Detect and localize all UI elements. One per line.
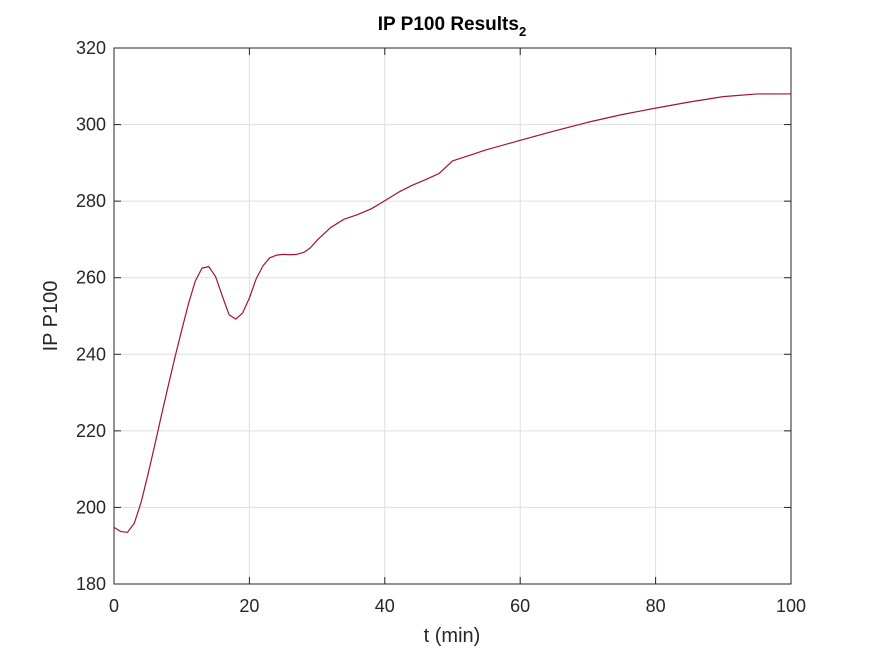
x-tick-label: 0 — [109, 596, 119, 616]
x-tick-label: 80 — [646, 596, 666, 616]
y-tick-label: 300 — [76, 115, 106, 135]
y-tick-label: 240 — [76, 344, 106, 364]
x-tick-label: 40 — [375, 596, 395, 616]
y-tick-label: 220 — [76, 421, 106, 441]
x-tick-labels: 0 20 40 60 80 100 — [109, 596, 806, 616]
x-tick-label: 20 — [239, 596, 259, 616]
series-layer — [113, 93, 791, 533]
y-tick-label: 180 — [76, 574, 106, 594]
x-tick-label: 100 — [776, 596, 806, 616]
y-tick-labels: 180 200 220 240 260 280 300 320 — [76, 38, 106, 594]
grid-lines — [114, 48, 791, 584]
plot-area — [114, 48, 791, 584]
chart-title-subscript: 2 — [519, 24, 526, 39]
tick-marks — [113, 47, 792, 585]
chart-title-main: IP P100 Results — [378, 14, 519, 35]
y-tick-label: 200 — [76, 497, 106, 517]
x-axis-label: t (min) — [424, 625, 481, 647]
y-tick-label: 320 — [76, 38, 106, 58]
x-tick-label: 60 — [510, 596, 530, 616]
axes-box — [113, 47, 792, 585]
chart-title: IP P100 Results2 — [378, 14, 526, 39]
series-line — [113, 93, 791, 533]
y-tick-label: 280 — [76, 191, 106, 211]
y-axis-label: IP P100 — [40, 281, 62, 352]
y-tick-label: 260 — [76, 268, 106, 288]
